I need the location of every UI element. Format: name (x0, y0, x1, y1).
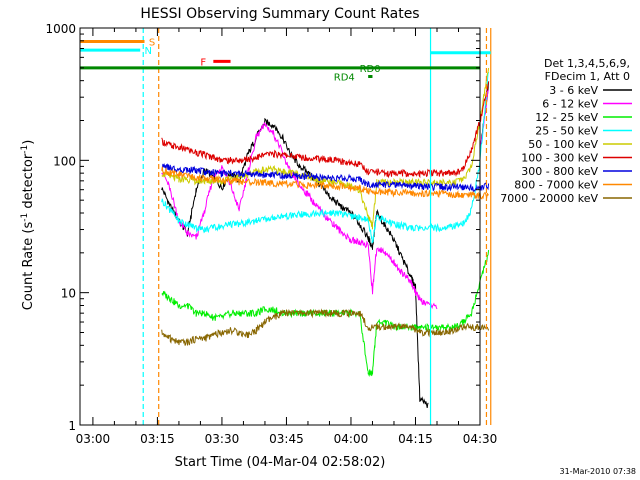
legend-label-2: 12 - 25 keV (535, 111, 598, 124)
series-line-5 (161, 81, 490, 179)
x-tick-label-4: 04:00 (334, 432, 369, 446)
x-tick-label-0: 03:00 (76, 432, 111, 446)
x-tick-label-6: 04:30 (463, 432, 498, 446)
chart-title: HESSI Observing Summary Count Rates (140, 6, 419, 22)
x-tick-label-5: 04:15 (398, 432, 433, 446)
series-line-0 (161, 81, 490, 408)
axes: 03:00 03:15 03:30 03:45 04:00 04:15 04:30 1 10 10… (45, 22, 497, 446)
legend-header-1: FDecim 1, Att 0 (545, 70, 630, 83)
series-line-7 (161, 166, 489, 200)
annotation-label-1: N (145, 46, 152, 57)
plot-area: SN F RD0 RD4 (80, 28, 492, 425)
legend-label-7: 800 - 7000 keV (514, 179, 598, 192)
x-tick-label-1: 03:15 (140, 432, 175, 446)
y-axis-label: Count Rate (s-1 detector-1) (20, 140, 36, 311)
legend-header-0: Det 1,3,4,5,6,9, (544, 57, 630, 70)
legend-label-8: 7000 - 20000 keV (500, 192, 598, 205)
plot-frame (79, 27, 481, 426)
series-line-6 (161, 163, 490, 193)
series-line-3 (161, 71, 490, 244)
legend-label-5: 100 - 300 keV (521, 152, 598, 165)
legend: Det 1,3,4,5,6,9,FDecim 1, Att 03 - 6 keV… (500, 57, 632, 205)
y-tick-label-2: 100 (53, 154, 76, 168)
annotation-label-4: RD4 (334, 73, 355, 84)
x-tick-label-2: 03:30 (205, 432, 240, 446)
timestamp: 31-Mar-2010 07:38 (560, 467, 637, 476)
legend-label-4: 50 - 100 keV (528, 138, 598, 151)
legend-label-3: 25 - 50 keV (535, 125, 598, 138)
series-line-1 (161, 89, 490, 310)
legend-label-6: 300 - 800 keV (521, 165, 598, 178)
y-tick-label-1: 10 (61, 287, 76, 301)
annotation-label-3: RD0 (360, 64, 381, 75)
series-line-2 (161, 250, 490, 377)
legend-label-0: 3 - 6 keV (549, 84, 598, 97)
y-tick-label-3: 1000 (45, 22, 76, 36)
series-line-4 (161, 67, 490, 230)
x-tick-label-3: 03:45 (269, 432, 304, 446)
annotation-label-2: F (200, 57, 206, 68)
series-line-8 (161, 308, 490, 346)
legend-label-1: 6 - 12 keV (542, 98, 598, 111)
y-tick-label-0: 1 (68, 419, 76, 433)
x-axis-label: Start Time (04-Mar-04 02:58:02) (175, 455, 386, 470)
annotation-label-0: S (149, 38, 155, 49)
